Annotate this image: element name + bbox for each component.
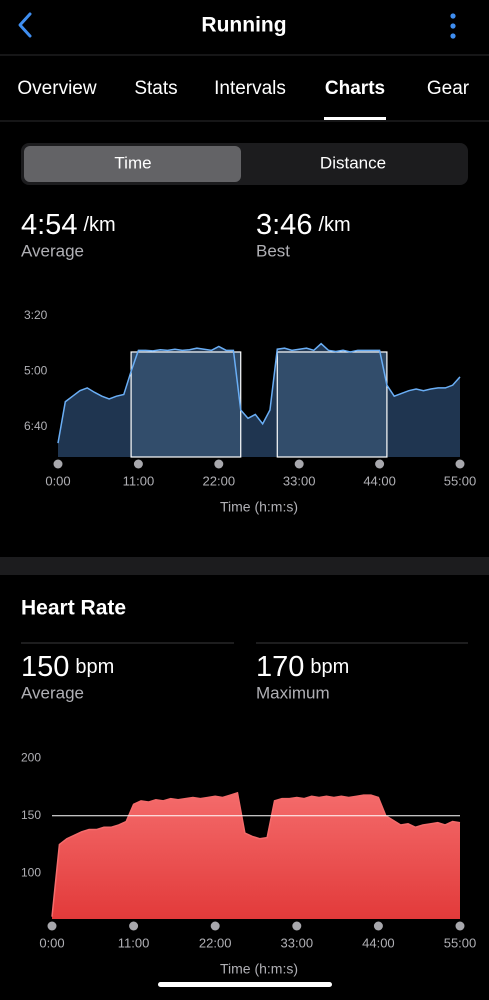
heart-rate-chart: 100 150 200 0:00 11:00 22:00 33:00 44:00 55:00 Ti… [21, 751, 476, 977]
x-tick-dot [53, 459, 63, 469]
interval [276, 351, 388, 458]
tab[interactable]: Charts [325, 78, 385, 99]
y-tick-label: 3:20 [24, 308, 48, 322]
x-tick-dot [294, 459, 304, 469]
stat: 4:54/km [21, 209, 116, 241]
x-tick-dot [373, 921, 383, 931]
x-tick-label: 22:00 [203, 473, 236, 488]
interval [130, 351, 242, 458]
page-title: Running [201, 14, 286, 37]
stat: 150 bpm [21, 651, 114, 683]
x-tick-dot [292, 921, 302, 931]
y-tick-label: 150 [21, 808, 41, 822]
home-indicator [158, 982, 332, 987]
stat-value: 4:54 [21, 209, 77, 241]
x-tick-label: 44:00 [363, 473, 396, 488]
stat-unit: /km [318, 214, 350, 236]
x-tick-label: 11:00 [123, 473, 155, 488]
x-tick-label: 55:00 [444, 935, 477, 950]
y-tick-label: 6:40 [24, 419, 48, 433]
data-line [57, 342, 461, 444]
stat: 170 bpm [256, 651, 349, 683]
tab-bar: Overview Stats Intervals Charts Gear [17, 78, 470, 120]
stat-value: 150 [21, 651, 69, 683]
x-tick-label: 0:00 [39, 935, 64, 950]
back-button[interactable] [18, 12, 32, 38]
x-tick-label: 33:00 [283, 473, 316, 488]
toggle-option[interactable]: Time [114, 153, 151, 172]
x-tick-label: 55:00 [444, 473, 477, 488]
tab[interactable]: Gear [427, 78, 470, 99]
dot [450, 13, 456, 19]
tab-underline [324, 117, 386, 120]
toggle-selected [24, 146, 241, 182]
stat-value: 3:46 [256, 209, 312, 241]
x-tick-label: 11:00 [118, 935, 150, 950]
toggle-option[interactable]: Distance [320, 153, 386, 172]
x-tick-dot [129, 921, 139, 931]
x-tick-label: 0:00 [45, 473, 70, 488]
dot [450, 33, 456, 39]
stat-unit: /km [83, 214, 115, 236]
stat: 3:46/km [256, 209, 351, 241]
stat-label: Best [256, 241, 290, 260]
x-tick-dot [214, 459, 224, 469]
more-button[interactable] [450, 13, 456, 39]
stat-label: Average [21, 241, 84, 260]
tab[interactable]: Intervals [214, 78, 286, 99]
tab[interactable]: Overview [17, 78, 96, 99]
dot [450, 23, 456, 29]
stat-label: Maximum [256, 683, 330, 702]
section-separator [0, 557, 489, 575]
x-tick-dot [375, 459, 385, 469]
x-tick-label: 22:00 [199, 935, 232, 950]
y-tick-label: 100 [21, 865, 41, 879]
x-tick-dot [133, 459, 143, 469]
x-tick-dot [210, 921, 220, 931]
x-tick-dot [455, 459, 465, 469]
pace-chart: 3:20 5:00 6:40 0:00 11:00 22:00 33:00 44:00 55:0… [24, 308, 476, 514]
area-fill [52, 792, 460, 919]
x-tick-label: 33:00 [281, 935, 314, 950]
y-tick-label: 5:00 [24, 363, 48, 377]
x-axis-title: Time (h:m:s) [220, 499, 298, 515]
stat-unit: bpm [310, 656, 349, 678]
y-tick-label: 200 [21, 751, 41, 765]
stat-unit: bpm [75, 656, 114, 678]
toggle-options: Time Distance [24, 146, 386, 182]
x-tick-dot [455, 921, 465, 931]
x-axis-title: Time (h:m:s) [220, 961, 298, 977]
stat-label: Average [21, 683, 84, 702]
section-title: Heart Rate [21, 597, 126, 620]
x-tick-dot [47, 921, 57, 931]
x-tick-label: 44:00 [362, 935, 395, 950]
stat-value: 170 [256, 651, 304, 683]
data-line [51, 791, 461, 917]
heart-rate-stats: 150 bpm Average 170 bpm Maximum [21, 651, 349, 703]
tab[interactable]: Stats [134, 78, 177, 99]
